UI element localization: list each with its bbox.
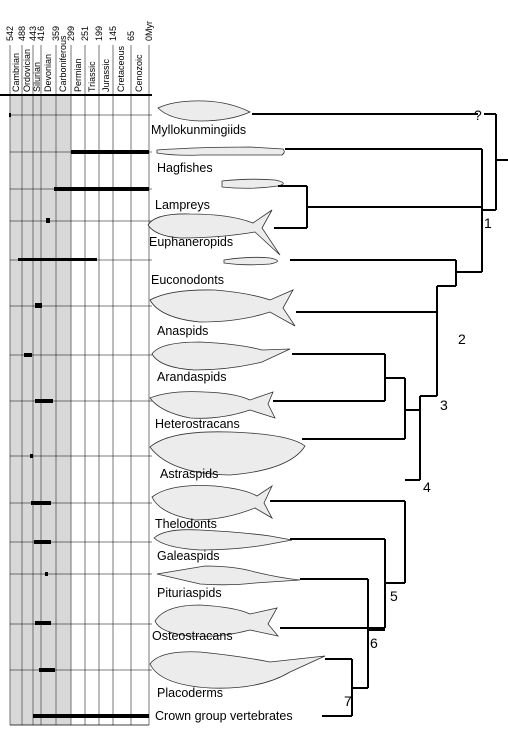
age-label: 251 xyxy=(80,26,90,41)
age-label: 299 xyxy=(66,26,76,41)
placoderm-fish-icon xyxy=(149,651,326,689)
timescale: 542 488 443 416 359 299 251 199 145 65 0… xyxy=(0,21,154,726)
pituriaspid-fish-icon xyxy=(156,565,301,586)
taxon-label-osteostracans: Osteostracans xyxy=(152,629,233,643)
myllokunmingiid-fish-icon xyxy=(157,100,251,122)
thelodont-fish-icon xyxy=(151,484,274,521)
range-bar-heterostracans xyxy=(35,399,53,403)
period-label: Cenozoic xyxy=(134,54,144,92)
age-label: 65 xyxy=(126,31,136,41)
age-label: 443 xyxy=(28,26,38,41)
range-bar-euphaneropids xyxy=(46,218,50,223)
period-labels: Cambrian Ordovician Silurian Devonian Ca… xyxy=(11,35,144,92)
range-bar-galeaspids xyxy=(34,540,51,544)
node-labels: ? 1 2 3 4 5 6 7 xyxy=(344,107,492,709)
range-bar-osteostracans xyxy=(35,621,51,625)
astraspid-fish-icon xyxy=(149,431,306,476)
paleozoic-shade xyxy=(10,95,71,725)
range-bar-hagfishes xyxy=(71,150,149,154)
period-label: Cambrian xyxy=(11,53,21,92)
age-label: 0Myr xyxy=(144,21,154,41)
node-label-3: 3 xyxy=(440,397,448,413)
taxon-label-astraspids: Astraspids xyxy=(160,467,218,481)
range-bar-astraspids xyxy=(30,454,33,458)
range-bar-myllokunmingiids xyxy=(9,113,11,117)
heterostracan-fish-icon xyxy=(149,391,276,419)
fish-illustrations xyxy=(147,100,326,689)
period-boundaries xyxy=(9,45,150,725)
lamprey-fish-icon xyxy=(221,178,284,189)
taxon-label-hagfishes: Hagfishes xyxy=(157,161,213,175)
node-label-unresolved: ? xyxy=(474,107,482,123)
range-bar-placoderms xyxy=(39,668,55,672)
node-label-4: 4 xyxy=(423,479,431,495)
taxon-label-anaspids: Anaspids xyxy=(157,324,208,338)
galeaspid-fish-icon xyxy=(153,529,293,551)
taxon-label-placoderms: Placoderms xyxy=(157,686,223,700)
range-bar-euconodonts xyxy=(18,258,97,261)
age-label: 416 xyxy=(36,26,46,41)
cladogram xyxy=(252,113,508,717)
taxon-label-euconodonts: Euconodonts xyxy=(151,273,224,287)
euphaneropid-fish-icon xyxy=(147,209,281,256)
range-bar-thelodonts xyxy=(31,501,51,505)
taxon-label-thelodonts: Thelodonts xyxy=(155,517,217,531)
node-label-1: 1 xyxy=(484,215,492,231)
range-bar-arandaspids xyxy=(24,353,32,357)
period-label: Devonian xyxy=(43,54,53,92)
range-bar-crown-group xyxy=(33,714,149,718)
euconodont-fish-icon xyxy=(223,256,278,266)
period-label: Triassic xyxy=(87,61,97,92)
age-labels: 542 488 443 416 359 299 251 199 145 65 0… xyxy=(5,21,154,41)
node-label-2: 2 xyxy=(458,331,466,347)
taxon-label-lampreys: Lampreys xyxy=(155,198,210,212)
age-label: 488 xyxy=(17,26,27,41)
period-label: Ordovician xyxy=(22,49,32,92)
stratigraphic-ranges xyxy=(9,113,149,718)
range-bar-anaspids xyxy=(35,303,42,308)
period-label: Permian xyxy=(73,58,83,92)
period-label: Silurian xyxy=(32,62,42,92)
age-label: 359 xyxy=(51,26,61,41)
period-label: Jurassic xyxy=(101,58,111,92)
age-label: 199 xyxy=(94,26,104,41)
node-label-7: 7 xyxy=(344,693,352,709)
taxon-label-crown-group: Crown group vertebrates xyxy=(155,709,293,723)
taxon-label-arandaspids: Arandaspids xyxy=(157,370,227,384)
taxon-label-galeaspids: Galeaspids xyxy=(157,549,220,563)
age-label: 542 xyxy=(5,26,15,41)
node-label-5: 5 xyxy=(390,588,398,604)
taxon-label-pituriaspids: Pituriaspids xyxy=(157,586,222,600)
hagfish-fish-icon xyxy=(156,146,285,156)
age-label: 145 xyxy=(108,26,118,41)
period-label: Cretaceous xyxy=(116,45,126,92)
taxon-labels: Myllokunmingiids Hagfishes Lampreys Euph… xyxy=(149,123,293,723)
node-label-6: 6 xyxy=(370,635,378,651)
taxon-label-euphaneropids: Euphaneropids xyxy=(149,235,233,249)
range-bar-pituriaspids xyxy=(45,572,48,576)
anaspid-fish-icon xyxy=(149,289,296,327)
taxon-label-myllokunmingiids: Myllokunmingiids xyxy=(151,123,246,137)
arandaspid-fish-icon xyxy=(151,341,291,371)
taxon-label-heterostracans: Heterostracans xyxy=(155,417,240,431)
period-label: Carboniferous xyxy=(58,35,68,92)
osteostracan-fish-icon xyxy=(154,604,280,637)
range-bar-lampreys xyxy=(54,187,149,191)
